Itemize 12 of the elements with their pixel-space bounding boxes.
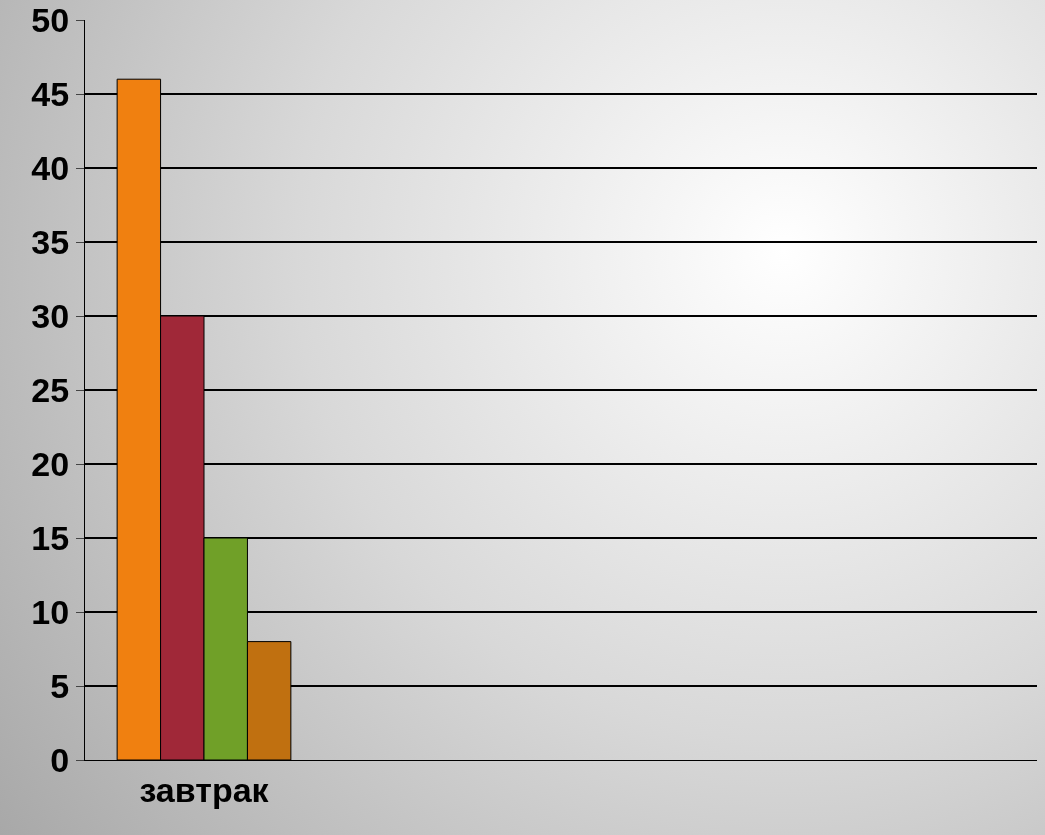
y-tick-label: 20 <box>31 444 70 483</box>
y-tick-label: 15 <box>31 518 70 557</box>
y-tick-label: 0 <box>50 740 70 779</box>
y-tick-label: 5 <box>50 666 70 705</box>
y-tick-label: 35 <box>31 222 70 261</box>
y-tick-label: 45 <box>31 74 70 113</box>
y-tick-label: 10 <box>31 592 70 631</box>
y-tick-label: 25 <box>31 370 70 409</box>
y-tick-label: 40 <box>31 148 70 187</box>
y-tick-label: 50 <box>31 0 70 39</box>
x-tick-label: завтрак <box>139 770 270 809</box>
y-tick-label: 30 <box>31 296 70 335</box>
